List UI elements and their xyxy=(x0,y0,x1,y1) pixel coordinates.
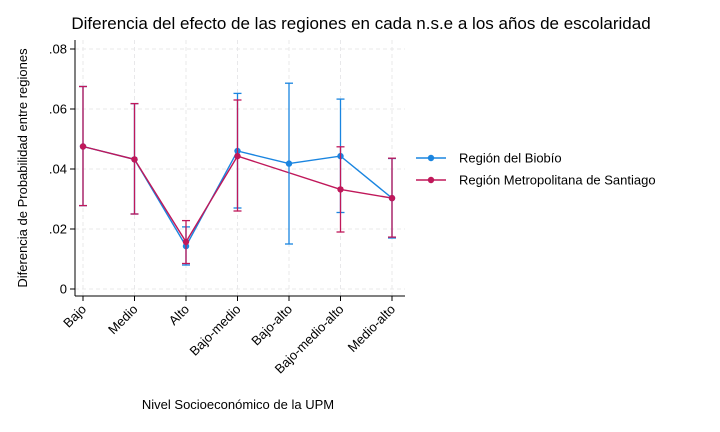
x-tick-label: Alto xyxy=(166,302,192,328)
y-tick-label: .08 xyxy=(49,42,67,57)
legend-label: Región Metropolitana de Santiago xyxy=(459,173,656,188)
chart-title: Diferencia del efecto de las regiones en… xyxy=(71,14,650,33)
data-point xyxy=(388,194,396,202)
data-point xyxy=(79,143,87,150)
x-tick-label: Medio xyxy=(105,302,141,338)
series-layer xyxy=(79,82,396,266)
x-tick-label: Bajo-medio xyxy=(187,302,244,359)
data-point xyxy=(234,152,241,160)
y-tick-label: 0 xyxy=(60,282,67,297)
data-point xyxy=(131,156,138,163)
x-axis-title: Nivel Socioeconómico de la UPM xyxy=(142,397,334,412)
legend-marker xyxy=(427,176,435,184)
y-tick-label: .04 xyxy=(49,162,67,177)
legend: Región del Biobío Región Metropolitana de… xyxy=(416,151,656,188)
y-tick-label: .06 xyxy=(49,102,67,117)
y-axis-title: Diferencia de Probabilidad entre regione… xyxy=(15,48,30,288)
legend-label: Región del Biobío xyxy=(459,151,562,166)
data-point xyxy=(285,160,293,167)
x-tick-label: Medio-alto xyxy=(345,302,399,356)
series-line-2 xyxy=(82,145,393,244)
data-point xyxy=(337,186,344,193)
data-point xyxy=(182,238,190,246)
x-tick-label: Bajo-alto xyxy=(248,302,295,349)
legend-marker xyxy=(427,154,435,162)
y-tick-label: .02 xyxy=(49,222,67,237)
x-tick-label: Bajo xyxy=(60,302,89,331)
